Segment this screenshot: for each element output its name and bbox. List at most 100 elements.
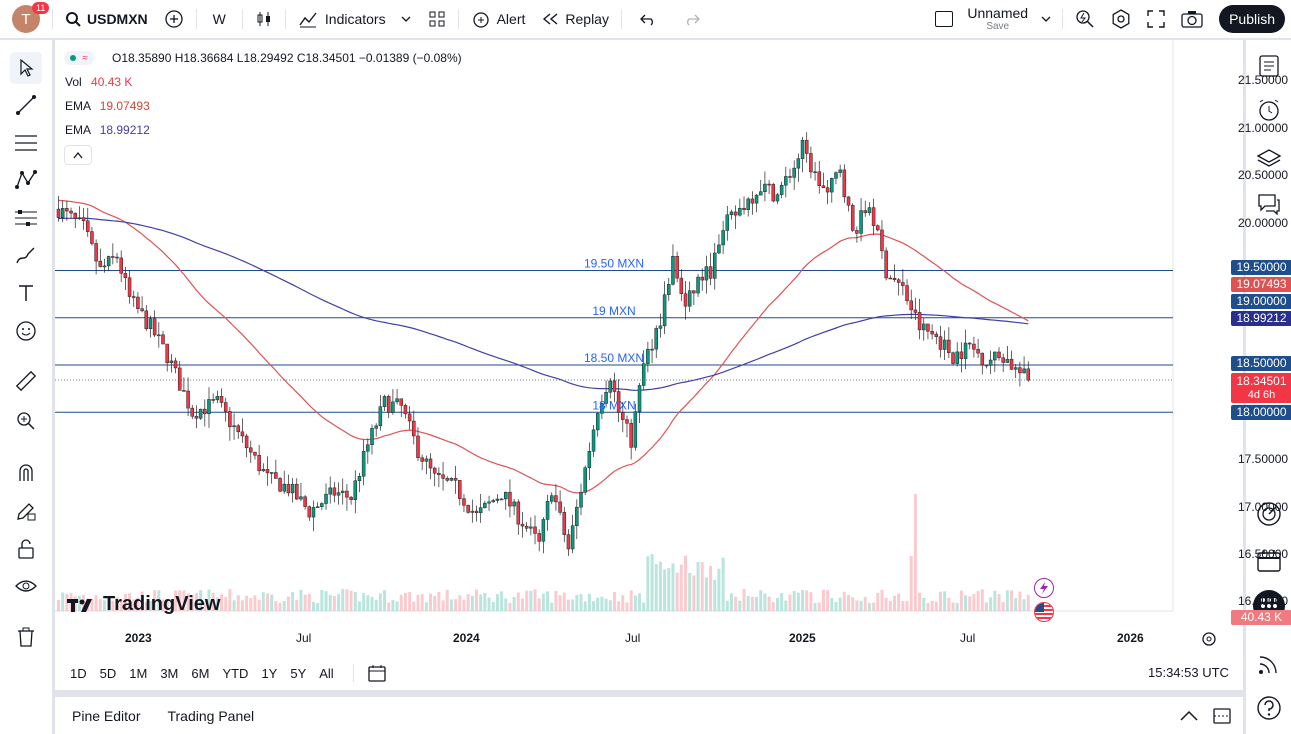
layout-menu-button[interactable] <box>1034 0 1058 38</box>
alert-button[interactable]: Alert <box>463 0 534 38</box>
alerts-button[interactable] <box>1253 94 1285 126</box>
lightning-event-icon[interactable] <box>1034 578 1054 598</box>
legend-row-vol[interactable]: Vol 40.43 K <box>65 75 132 89</box>
undo-button[interactable] <box>626 0 670 38</box>
volume-bar <box>788 594 792 611</box>
compare-button[interactable] <box>156 0 192 38</box>
magnet-icon <box>19 464 33 481</box>
magnet-tool[interactable] <box>10 457 42 489</box>
candle <box>219 388 224 408</box>
alarm-clock-icon <box>1259 99 1279 121</box>
calendar-button[interactable] <box>1253 545 1285 577</box>
candle-body <box>754 194 759 204</box>
trendline-icon <box>16 95 36 115</box>
candle-body <box>495 498 500 501</box>
trendline-tool[interactable] <box>10 89 42 121</box>
fullscreen-icon <box>1147 10 1165 28</box>
volume-bar <box>491 601 495 611</box>
watchlist-button[interactable] <box>1253 50 1285 82</box>
candle <box>1013 364 1018 379</box>
maximize-panel-icon[interactable] <box>1213 707 1231 724</box>
forecast-tool[interactable] <box>10 202 42 234</box>
timeframe-6m[interactable]: 6M <box>191 665 210 681</box>
layout-toggle[interactable] <box>927 0 961 38</box>
help-button[interactable] <box>1253 692 1285 724</box>
candle <box>729 209 734 220</box>
layout-name-button[interactable]: Unnamed Save <box>961 0 1034 38</box>
volume-bar <box>746 595 750 611</box>
volume-bar <box>796 592 800 611</box>
candle <box>784 166 788 198</box>
fib-tool[interactable] <box>10 127 42 159</box>
volume-bar <box>813 602 817 611</box>
lock-draw-tool[interactable] <box>10 495 42 527</box>
brush-tool[interactable] <box>10 240 42 272</box>
measure-tool[interactable] <box>10 365 42 397</box>
quick-search-button[interactable] <box>1067 0 1103 38</box>
volume-bar <box>959 590 963 611</box>
chart-area[interactable]: 19.50 MXN 19 MXN 18.50 MXN 18 MXN ≈ O18.358… <box>55 40 1291 690</box>
tradingview-logo[interactable]: TradingView <box>67 593 220 616</box>
price-chart[interactable]: 19.50 MXN 19 MXN 18.50 MXN 18 MXN <box>55 40 1243 690</box>
volume-bar <box>742 589 746 611</box>
candle <box>947 327 951 359</box>
candle <box>311 500 316 532</box>
visibility-tool[interactable] <box>10 570 42 602</box>
chart-type-button[interactable] <box>247 0 281 38</box>
indicators-button[interactable]: Indicators <box>290 0 420 38</box>
redo-button[interactable] <box>670 0 714 38</box>
candle-body <box>194 415 199 419</box>
timeframe-3m[interactable]: 3M <box>160 665 179 681</box>
replay-button[interactable]: Replay <box>533 0 617 38</box>
legend-row-ema1[interactable]: EMA 19.07493 <box>65 99 150 113</box>
candles-icon <box>257 12 270 26</box>
templates-button[interactable] <box>420 0 454 38</box>
lock-tool[interactable] <box>10 533 42 565</box>
remove-drawings-tool[interactable] <box>10 621 42 653</box>
interval-button[interactable]: W <box>212 11 226 27</box>
axis-settings-button[interactable] <box>1201 631 1217 652</box>
object-tree-button[interactable] <box>1253 142 1285 174</box>
goto-date-icon[interactable] <box>368 664 388 682</box>
volume-bar <box>199 590 203 611</box>
timeframe-ytd[interactable]: YTD <box>222 665 249 681</box>
text-tool[interactable] <box>10 277 42 309</box>
candle <box>182 377 186 392</box>
stream-button[interactable] <box>1253 648 1285 680</box>
collapse-legend-button[interactable] <box>64 145 92 165</box>
timeframe-5d[interactable]: 5D <box>99 665 117 681</box>
trading-panel-tab[interactable]: Trading Panel <box>167 707 255 724</box>
chat-button[interactable] <box>1253 188 1285 220</box>
timeframe-1m[interactable]: 1M <box>129 665 148 681</box>
timeframe-1d[interactable]: 1D <box>70 665 87 681</box>
emoji-tool[interactable] <box>10 315 42 347</box>
candle-body <box>470 510 475 513</box>
timeframe-5y[interactable]: 5Y <box>290 665 307 681</box>
fullscreen-button[interactable] <box>1139 0 1173 38</box>
volume-bar <box>504 598 508 611</box>
legend-row-ohlc: ≈ O18.35890 H18.36684 L18.29492 C18.3450… <box>64 51 462 65</box>
settings-button[interactable] <box>1103 0 1139 38</box>
pine-editor-tab[interactable]: Pine Editor <box>72 707 141 724</box>
divider <box>284 9 286 29</box>
cursor-tool[interactable] <box>10 52 42 84</box>
legend-row-ema2[interactable]: EMA 18.99212 <box>65 123 150 137</box>
timeframe-1y[interactable]: 1Y <box>261 665 278 681</box>
us-flag-event-icon[interactable] <box>1034 602 1054 622</box>
volume-bar <box>403 592 407 611</box>
zoom-tool[interactable] <box>10 405 42 437</box>
candle <box>750 191 755 215</box>
ideas-button[interactable] <box>1253 498 1285 530</box>
timeframe-all[interactable]: All <box>319 665 334 681</box>
volume-bar <box>838 597 842 611</box>
snapshot-button[interactable] <box>1173 0 1211 38</box>
pattern-tool[interactable] <box>10 164 42 196</box>
volume-bar <box>675 572 679 611</box>
candle <box>424 455 429 475</box>
market-status[interactable]: ≈ <box>64 51 94 65</box>
publish-button[interactable]: Publish <box>1219 5 1285 33</box>
avatar[interactable]: T 11 <box>0 0 50 38</box>
symbol-search[interactable]: USDMXN <box>57 0 156 38</box>
chevron-up-icon[interactable] <box>1179 710 1199 722</box>
utc-clock[interactable]: 15:34:53 UTC <box>1148 665 1229 680</box>
